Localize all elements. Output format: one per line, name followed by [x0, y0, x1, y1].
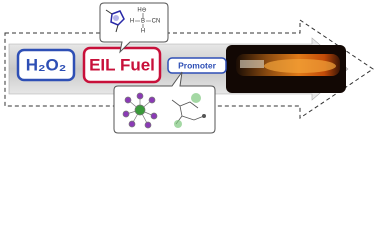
anion-bonds — [135, 13, 151, 28]
cation-bubble — [99, 2, 169, 54]
anion-top: H⊖ — [137, 8, 146, 14]
anion-center: B — [141, 19, 145, 25]
fuel-label: EIL Fuel — [89, 55, 155, 74]
outer-arrow — [4, 19, 374, 119]
oxidizer-box — [16, 48, 76, 82]
oxidizer-label: H₂O₂ — [26, 55, 67, 74]
flame-photo — [226, 45, 346, 93]
anion-left: H — [130, 19, 134, 25]
cluster — [122, 92, 158, 129]
promoter-box — [167, 57, 227, 74]
imidazolium — [105, 9, 125, 33]
promoter-bubble — [113, 71, 216, 134]
ligands — [171, 93, 206, 128]
anion-right: CN — [152, 19, 161, 25]
diagram: H₂O₂ EIL Fuel Promoter H⊖ H B CN H — [4, 2, 374, 134]
promoter-label: Promoter — [178, 60, 216, 70]
anion-bottom: H — [141, 29, 145, 35]
